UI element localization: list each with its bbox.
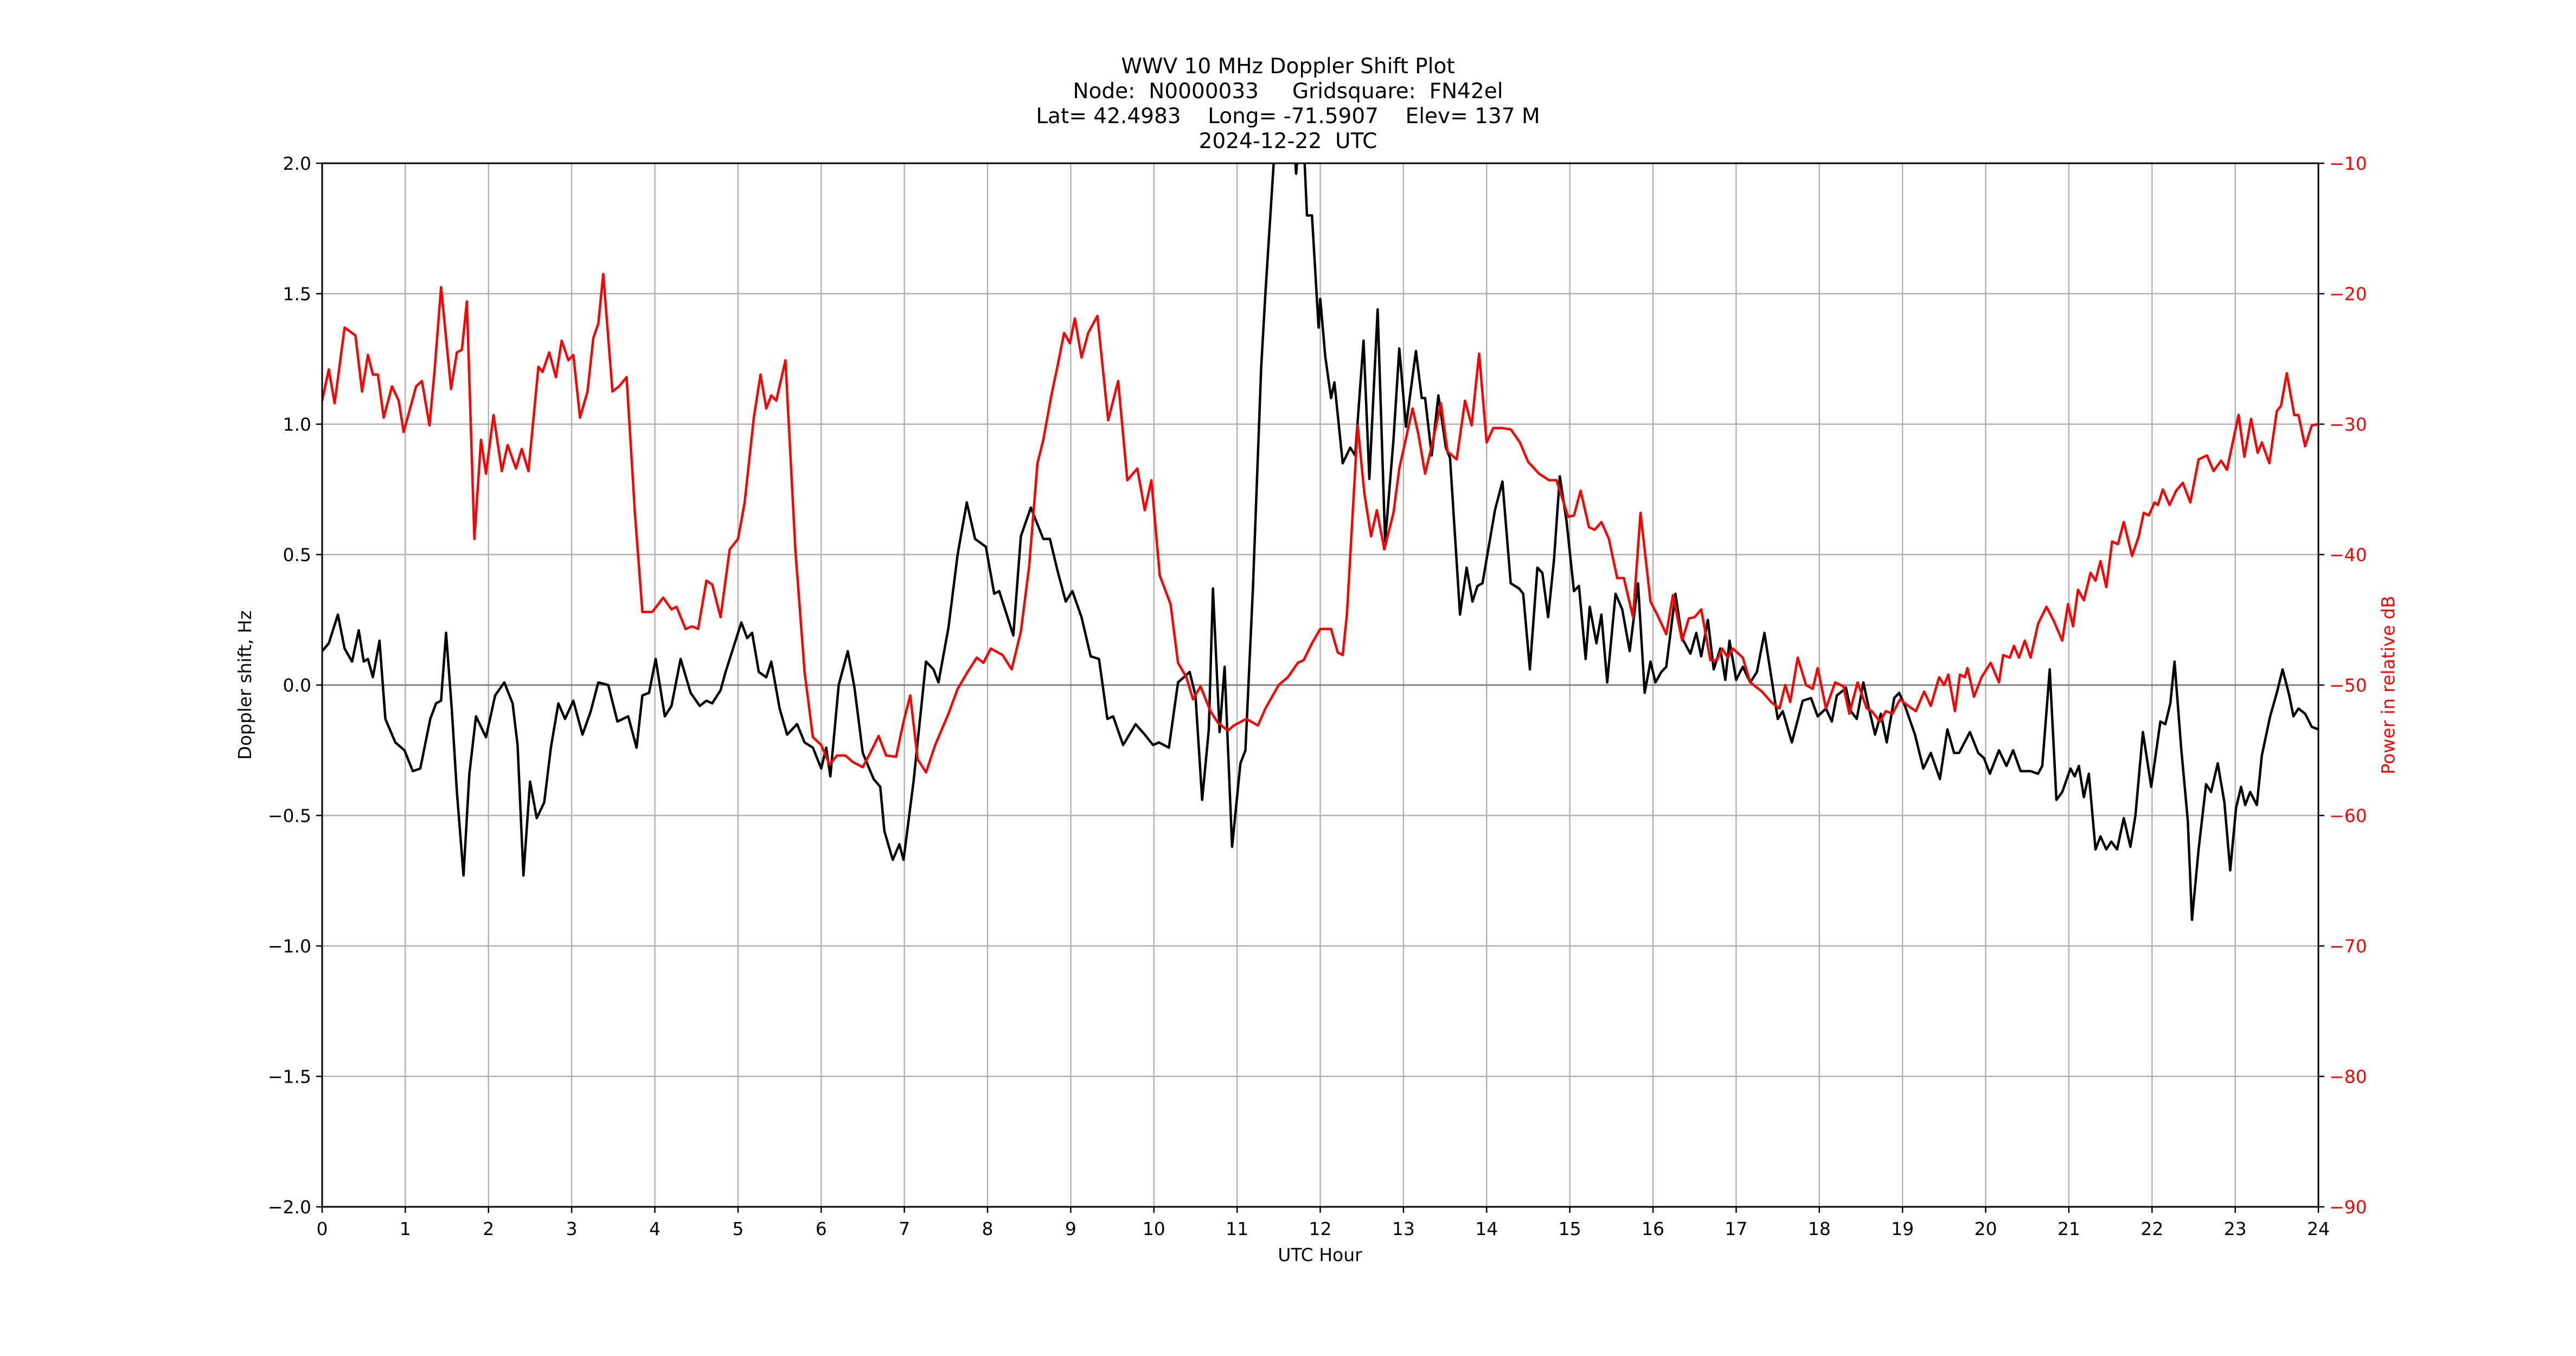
series-lines — [322, 163, 2318, 922]
y-tick-label: −2.0 — [268, 1197, 311, 1218]
x-tick-label: 1 — [400, 1218, 411, 1239]
x-tick-label: 22 — [2141, 1218, 2163, 1239]
power-line — [322, 273, 2318, 774]
x-tick-label: 7 — [899, 1218, 910, 1239]
chart-title: WWV 10 MHz Doppler Shift Plot — [1121, 54, 1455, 79]
y2-tick-label: −80 — [2329, 1066, 2367, 1088]
node-gridsquare-line: Node: N0000033 Gridsquare: FN42el — [1073, 79, 1503, 104]
y-tick-label: 0.0 — [283, 675, 311, 696]
x-tick-label: 14 — [1475, 1218, 1498, 1239]
x-tick-label: 11 — [1226, 1218, 1248, 1239]
x-tick-label: 3 — [566, 1218, 578, 1239]
x-tick-label: 13 — [1392, 1218, 1415, 1239]
x-tick-label: 20 — [1975, 1218, 1997, 1239]
x-tick-label: 10 — [1143, 1218, 1165, 1239]
x-tick-label: 17 — [1725, 1218, 1747, 1239]
y-tick-label: −0.5 — [268, 805, 311, 827]
y-axis-label: Doppler shift, Hz — [234, 610, 255, 759]
y-tick-label: −1.5 — [268, 1066, 311, 1088]
y2-tick-label: −40 — [2329, 545, 2367, 566]
x-tick-label: 4 — [649, 1218, 661, 1239]
x-tick-label: 5 — [732, 1218, 744, 1239]
x-axis-label: UTC Hour — [1278, 1244, 1362, 1265]
x-tick-label: 9 — [1065, 1218, 1076, 1239]
x-tick-label: 24 — [2307, 1218, 2330, 1239]
y-tick-label: 0.5 — [283, 545, 311, 566]
y2-tick-label: −20 — [2329, 284, 2367, 305]
x-tick-label: 16 — [1642, 1218, 1664, 1239]
y-tick-label: 2.0 — [283, 153, 311, 174]
x-tick-label: 12 — [1309, 1218, 1332, 1239]
y2-axis-ticks: −10 −20 −30 −40 −50 −60 −70 −80 −90 — [2318, 153, 2367, 1218]
y-tick-label: 1.0 — [283, 414, 311, 435]
y2-tick-label: −90 — [2329, 1197, 2367, 1218]
y-tick-label: −1.0 — [268, 936, 311, 957]
y2-tick-label: −10 — [2329, 153, 2367, 174]
x-tick-label: 23 — [2224, 1218, 2247, 1239]
y2-tick-label: −50 — [2329, 675, 2367, 696]
x-tick-label: 6 — [816, 1218, 827, 1239]
y2-tick-label: −30 — [2329, 414, 2367, 435]
y-axis-ticks: 2.0 1.5 1.0 0.5 0.0 −0.5 −1.0 −1.5 −2.0 — [268, 153, 322, 1218]
x-tick-label: 21 — [2058, 1218, 2080, 1239]
x-tick-label: 8 — [982, 1218, 994, 1239]
y2-tick-label: −70 — [2329, 936, 2367, 957]
x-tick-label: 0 — [317, 1218, 328, 1239]
y2-tick-label: −60 — [2329, 805, 2367, 827]
x-tick-label: 2 — [483, 1218, 494, 1239]
x-axis-ticks: 0 1 2 3 4 5 6 7 8 9 10 11 12 13 14 15 16 17 18 19 20 21 22 23 24 — [317, 1207, 2330, 1239]
location-line: Lat= 42.4983 Long= -71.5907 Elev= 137 M — [1036, 104, 1540, 129]
x-tick-label: 15 — [1559, 1218, 1581, 1239]
y2-axis-label: Power in relative dB — [2378, 596, 2399, 774]
grid-lines — [321, 162, 2319, 1208]
x-tick-label: 18 — [1808, 1218, 1831, 1239]
y-tick-label: 1.5 — [283, 284, 311, 305]
x-tick-label: 19 — [1891, 1218, 1914, 1239]
date-line: 2024-12-22 UTC — [1199, 129, 1377, 153]
